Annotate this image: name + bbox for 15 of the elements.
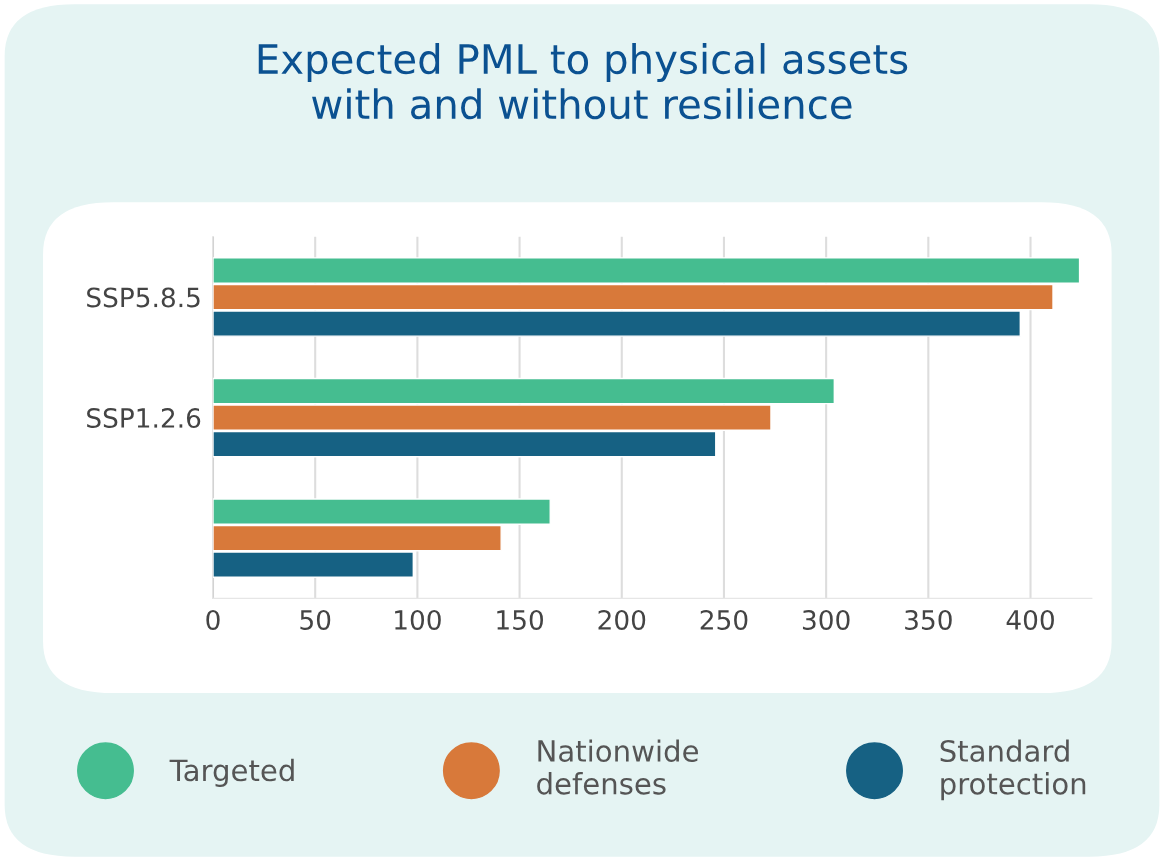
x-tick-label: 50 <box>300 609 331 630</box>
y-tick-label: SSP5.8.5 <box>87 287 200 308</box>
chart-title: Expected PML to physical assets with and without resilience <box>258 43 908 120</box>
x-tick-label: 100 <box>395 609 441 630</box>
x-tick-label: 350 <box>905 609 952 630</box>
legend-label: Nationwide defenses <box>537 739 698 795</box>
y-tick-label: SSP1.2.6 <box>87 408 201 428</box>
legend-label: Standard protection <box>940 739 1086 801</box>
x-tick-label: 0 <box>206 609 220 630</box>
x-tick-label: 300 <box>802 609 850 630</box>
x-tick-label: 250 <box>700 609 748 630</box>
x-tick-label: 200 <box>598 609 646 630</box>
legend-label: Targeted <box>169 758 294 788</box>
x-tick-label: 150 <box>497 609 544 630</box>
x-tick-label: 400 <box>1006 609 1054 630</box>
